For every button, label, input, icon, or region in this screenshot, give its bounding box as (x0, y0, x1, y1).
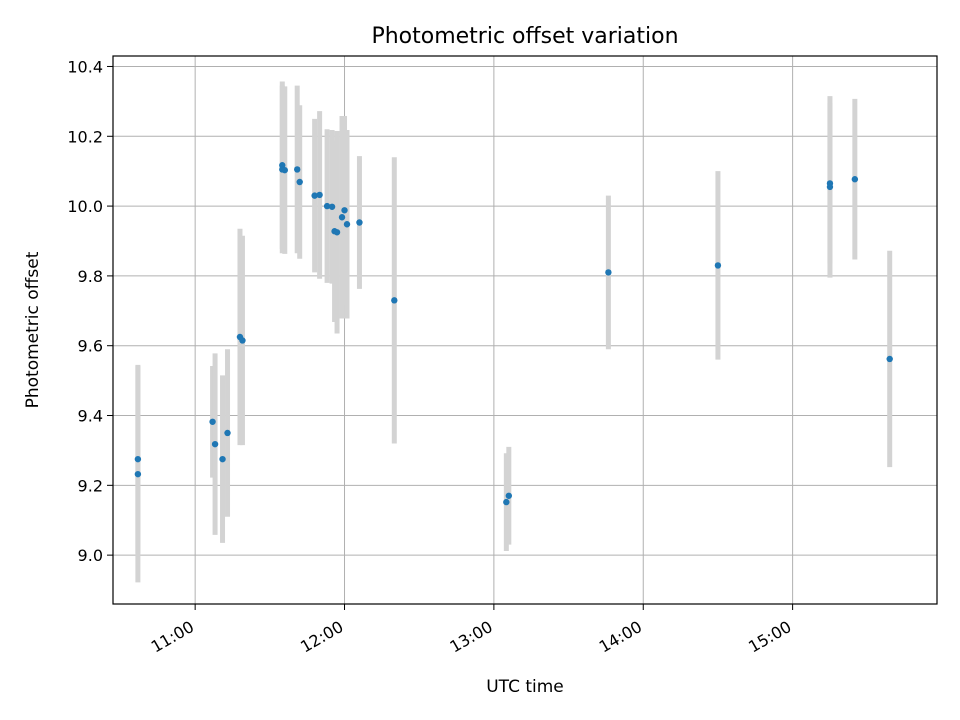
y-tick-label: 10.0 (67, 197, 103, 216)
data-point (886, 355, 893, 363)
data-point (605, 269, 612, 276)
data-point (211, 440, 219, 448)
data-point (323, 202, 331, 210)
y-tick-label: 10.2 (67, 127, 103, 146)
data-point (294, 166, 301, 173)
y-tick-label: 9.6 (78, 337, 103, 356)
y-tick-label: 9.2 (78, 476, 103, 495)
chart-title: Photometric offset variation (371, 24, 678, 49)
data-point (134, 470, 142, 478)
data-point (343, 221, 351, 228)
y-tick-label: 9.4 (78, 407, 103, 426)
data-point (505, 492, 513, 499)
grid (113, 56, 937, 604)
y-axis-label: Photometric offset (23, 251, 43, 408)
data-point (134, 455, 142, 463)
data-points (134, 162, 893, 506)
y-axis-ticks: 9.0 9.2 9.4 9.6 9.8 10.0 10.2 10.4 (67, 57, 113, 565)
y-tick-label: 9.8 (78, 267, 103, 286)
y-tick-label: 9.0 (78, 546, 103, 565)
data-point (296, 178, 303, 186)
data-point (311, 192, 318, 199)
data-point (239, 337, 246, 344)
data-point (338, 214, 346, 221)
plot-frame (112, 55, 938, 605)
data-point (356, 219, 363, 226)
data-point (826, 183, 834, 191)
x-axis-label: UTC time (486, 677, 564, 697)
data-point (341, 207, 348, 214)
data-point (209, 418, 216, 425)
data-point (224, 429, 231, 437)
data-point (281, 166, 288, 174)
y-tick-label: 10.4 (67, 57, 103, 76)
data-point (391, 297, 398, 304)
data-point (714, 262, 722, 269)
data-point (333, 229, 341, 236)
data-point (851, 176, 859, 183)
data-point (328, 203, 336, 210)
data-point (219, 455, 226, 463)
data-point (503, 498, 510, 506)
data-point (316, 191, 323, 199)
